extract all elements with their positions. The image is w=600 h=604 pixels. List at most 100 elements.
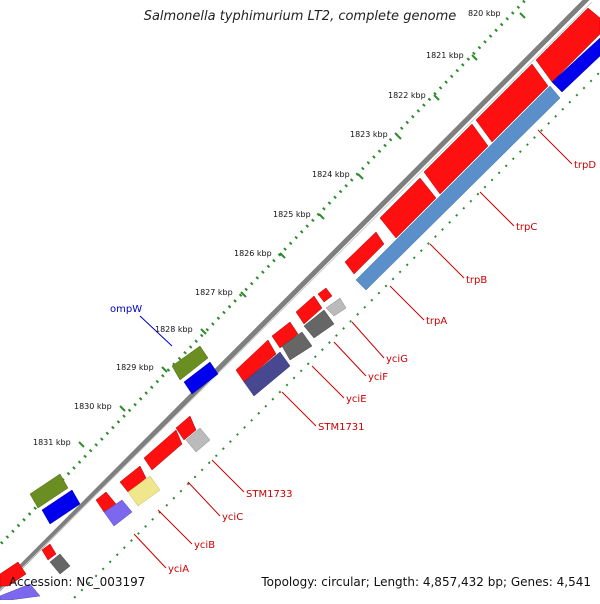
leader-ompw (139, 315, 173, 347)
scale-tick-mark (357, 173, 364, 180)
gene-label-trpa[interactable]: trpA (426, 316, 447, 327)
gene-arrow-trpb-fwd[interactable] (423, 123, 489, 195)
leader-trpa (389, 285, 425, 321)
leader-ycie (311, 365, 345, 399)
gene-label-trpd[interactable]: trpD (574, 160, 596, 171)
genes-value: 4,541 (556, 575, 591, 589)
leader-trpd (537, 129, 573, 165)
scale-tick-mark (318, 213, 325, 220)
gene-label-ycif[interactable]: yciF (368, 372, 388, 383)
gene-arrow-lavender[interactable] (103, 499, 133, 527)
scale-tick-labels: 820 kbp 1821 kbp 1822 kbp 1823 kbp 1824 kbp 1… (33, 9, 526, 448)
gene-label-stm1731[interactable]: STM1731 (318, 422, 365, 433)
scale-tick-label: 1831 kbp (33, 438, 71, 447)
reverse-strand-track (0, 37, 600, 601)
gene-arrow-8[interactable] (175, 415, 197, 441)
topology-value: circular (321, 575, 366, 589)
gene-label-trpb[interactable]: trpB (466, 275, 487, 286)
scale-tick-label: 1826 kbp (234, 249, 272, 258)
scale-tick-mark (519, 12, 526, 19)
gene-arrow-12[interactable] (41, 543, 57, 561)
inner-ring-dots (66, 70, 600, 604)
gene-arrow-blue-trpd[interactable] (551, 37, 600, 93)
gene-arrow-4[interactable] (317, 287, 333, 303)
forward-strand-track (0, 7, 600, 587)
gene-arrow-dark-gray-1[interactable] (303, 309, 335, 339)
gene-arrow-trpd[interactable] (535, 7, 600, 83)
leader-trpc (479, 191, 515, 227)
gene-arrow-13[interactable] (0, 561, 27, 587)
scale-tick-mark (78, 441, 85, 448)
gene-arrow-lavender-2[interactable] (0, 583, 41, 601)
leader-trpb (429, 243, 465, 279)
gene-arrow-trp-long[interactable] (355, 85, 561, 291)
gene-arrow-10[interactable] (119, 465, 147, 493)
gene-arrow-blue-2[interactable] (41, 489, 81, 525)
accession-line: Accession: NC_003197 (9, 575, 145, 589)
gene-arrow-light-gray-1[interactable] (325, 297, 347, 317)
length-label: Length: (373, 575, 420, 589)
scale-tick-mark (161, 366, 168, 373)
gene-label-ycib[interactable]: yciB (194, 540, 215, 551)
accession-value: NC_003197 (76, 575, 146, 589)
scale-tick-mark (200, 328, 207, 335)
scale-tick-label: 1827 kbp (195, 288, 233, 297)
gene-arrow-3[interactable] (344, 231, 385, 275)
gene-label-ycia[interactable]: yciA (168, 564, 189, 575)
gene-arrow-6[interactable] (271, 321, 299, 349)
gene-arrow-5[interactable] (295, 295, 323, 325)
genome-title: Salmonella typhimurium LT2, complete gen… (143, 9, 457, 24)
backbone-inner (0, 1, 593, 591)
gene-arrow-light-gray-2[interactable] (185, 427, 211, 453)
leader-stm1733 (211, 459, 245, 493)
gene-label-ycig[interactable]: yciG (386, 354, 408, 365)
scale-tick-label: 1821 kbp (426, 51, 464, 60)
leader-ycia (133, 533, 167, 569)
accession-label: Accession: (9, 575, 73, 589)
length-value: 4,857,432 bp (422, 575, 503, 589)
gene-arrow-olive-ompw[interactable] (171, 345, 209, 381)
gene-arrow-olive-2[interactable] (29, 473, 69, 509)
scale-tick-label: 1830 kbp (74, 402, 112, 411)
scale-tick-label: 1829 kbp (116, 363, 154, 372)
genome-stats-line: Topology: circular; Length: 4,857,432 bp… (261, 575, 591, 589)
gene-arrow-blue-ompw[interactable] (183, 361, 219, 395)
scale-tick-label: 1822 kbp (388, 91, 426, 100)
scale-tick-mark (395, 133, 402, 140)
scale-tick-label: 1823 kbp (350, 130, 388, 139)
scale-tick-mark (471, 54, 478, 61)
gene-arrow-dark-gray-2[interactable] (281, 331, 313, 361)
gene-arrow-trpc-fwd[interactable] (475, 63, 549, 143)
genes-label: Genes: (510, 575, 553, 589)
outer-feature-track (29, 345, 219, 525)
gene-label-trpc[interactable]: trpC (516, 222, 537, 233)
gene-label-stm1733[interactable]: STM1733 (246, 489, 293, 500)
gene-arrow-dark-slate[interactable] (243, 351, 291, 397)
scale-tick-label: 1825 kbp (273, 210, 311, 219)
gene-label-ompw[interactable]: ompW (110, 304, 142, 315)
scale-tick-label: 1828 kbp (155, 325, 193, 334)
label-leader-lines (133, 129, 573, 569)
scale-tick-label: 820 kbp (468, 9, 501, 18)
gene-label-ycie[interactable]: yciE (346, 394, 367, 405)
scale-tick-mark (240, 291, 247, 298)
gene-arrow-9[interactable] (143, 429, 183, 471)
gene-label-ycic[interactable]: yciC (222, 512, 243, 523)
scale-ring-dots (0, 0, 528, 547)
leader-ycic (187, 481, 221, 517)
gene-arrow-trpa-fwd[interactable] (379, 177, 437, 239)
gene-arrow-7[interactable] (235, 339, 277, 383)
scale-tick-mark (119, 405, 126, 412)
gene-arrow-khaki[interactable] (127, 475, 161, 507)
scale-tick-mark (433, 94, 440, 101)
topology-label: Topology: (261, 575, 318, 589)
leader-ycib (157, 509, 193, 545)
gene-arrow-dark-gray-3[interactable] (49, 553, 71, 575)
scale-tick-mark (279, 252, 286, 259)
leader-ycig (351, 321, 385, 359)
backbone-outer (0, 0, 590, 592)
scale-tick-label: 1824 kbp (312, 170, 350, 179)
